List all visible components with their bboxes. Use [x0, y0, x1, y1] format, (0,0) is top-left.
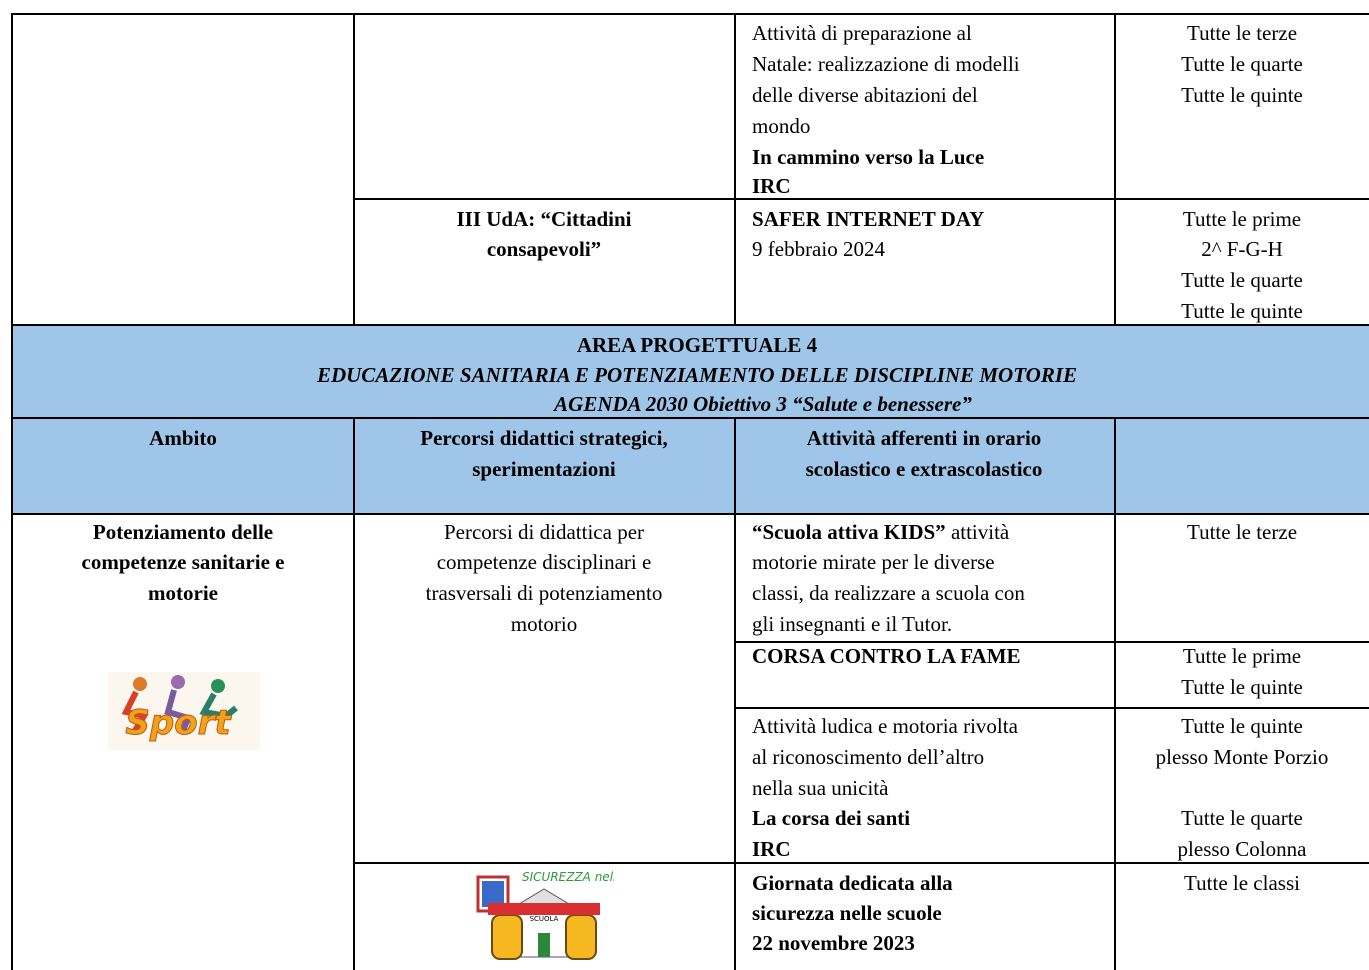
cell-text: 22 novembre 2023: [752, 931, 915, 955]
border: [12, 417, 1369, 419]
cell-text: Tutte le prime: [1182, 207, 1302, 231]
border: [1114, 417, 1116, 970]
border: [12, 513, 1369, 515]
border: [12, 324, 1369, 326]
area-goal: AGENDA 2030 Obiettivo 3 “Salute e beness…: [554, 392, 972, 416]
cell-text: motorio: [510, 612, 578, 636]
cell-text: “Scuola attiva KIDS”: [752, 520, 946, 544]
column-header: Attività afferenti in orario: [806, 426, 1042, 450]
cell-text: plesso Monte Porzio: [1155, 745, 1329, 769]
cell-text: competenze disciplinari e: [436, 550, 652, 574]
cell-text: Natale: realizzazione di modelli: [752, 52, 1020, 76]
cell-text: classi, da realizzare a scuola con: [752, 581, 1025, 605]
cell-text: mondo: [752, 114, 811, 138]
cell-text: La corsa dei santi: [752, 806, 911, 830]
cell-text: plesso Colonna: [1177, 837, 1307, 861]
cell-text: IRC: [752, 174, 791, 198]
border: [353, 417, 355, 970]
cell-text: gli insegnanti e il Tutor.: [752, 612, 953, 636]
border: [734, 13, 736, 325]
cell-text: IRC: [752, 837, 791, 861]
column-header: sperimentazioni: [472, 457, 616, 481]
cell-text: trasversali di potenziamento: [425, 581, 663, 605]
sport-logo: Sport: [108, 672, 260, 750]
cell-text: III UdA: “Cittadini: [456, 207, 632, 231]
cell-text: consapevoli”: [486, 237, 602, 261]
cell-text: Tutte le quinte: [1181, 299, 1303, 323]
cell-text: Percorsi di didattica per: [443, 520, 645, 544]
header-band: [12, 325, 1369, 514]
cell-text: Tutte le quarte: [1181, 52, 1303, 76]
cell-text: motorie: [148, 581, 218, 605]
cell-text: al riconoscimento dell’altro: [752, 745, 985, 769]
border: [12, 13, 1369, 15]
logo-text: Sport: [125, 703, 232, 743]
cell-text: In cammino verso la Luce: [752, 145, 985, 169]
cell-text: delle diverse abitazioni del: [752, 83, 978, 107]
area-title: AREA PROGETTUALE 4: [576, 333, 818, 357]
logo-text: SICUREZZA nella: [522, 870, 614, 884]
column-header: scolastico e extrascolastico: [805, 457, 1043, 481]
cell-text: Tutte le terze: [1186, 520, 1298, 544]
cell-text: 2^ F-G-H: [1201, 237, 1283, 261]
cell-text: Tutte le quarte: [1181, 806, 1303, 830]
cell-text: Tutte le prime: [1182, 644, 1302, 668]
cell-text: 9 febbraio 2024: [752, 237, 885, 261]
cell-text: “Scuola attiva KIDS” attività: [752, 520, 1009, 544]
cell-text: Tutte le quinte: [1181, 83, 1303, 107]
cell-text: Tutte le quinte: [1181, 675, 1303, 699]
cell-text: Attività di preparazione al: [752, 21, 972, 45]
border: [735, 707, 1369, 709]
border: [1114, 13, 1116, 325]
cell-text: nella sua unicità: [752, 776, 889, 800]
cell-text: motorie mirate per le diverse: [752, 550, 995, 574]
column-header: Percorsi didattici strategici,: [420, 426, 668, 450]
border: [354, 862, 1369, 864]
cell-text: Tutte le terze: [1186, 21, 1298, 45]
border: [735, 641, 1369, 643]
safety-logo: SICUREZZA nella SCUOLA: [476, 870, 614, 960]
border: [353, 13, 355, 325]
cell-text: Tutte le classi: [1184, 871, 1300, 895]
logo-text: SCUOLA: [530, 915, 559, 923]
cell-text: Giornata dedicata alla: [752, 871, 953, 895]
cell-text: Tutte le quarte: [1181, 268, 1303, 292]
column-header: Ambito: [149, 426, 217, 450]
border: [354, 198, 1369, 200]
border: [734, 417, 736, 970]
cell-text: Attività ludica e motoria rivolta: [752, 714, 1018, 738]
cell-text: competenze sanitarie e: [81, 550, 285, 574]
border: [11, 13, 13, 970]
cell-text: CORSA CONTRO LA FAME: [752, 644, 1021, 668]
area-subtitle: EDUCAZIONE SANITARIA E POTENZIAMENTO DEL…: [316, 363, 1078, 387]
cell-text: Potenziamento delle: [92, 520, 274, 544]
cell-text: attività: [945, 520, 1010, 544]
cell-text: Tutte le quinte: [1181, 714, 1303, 738]
cell-text: SAFER INTERNET DAY: [752, 207, 985, 231]
cell-text: sicurezza nelle scuole: [752, 901, 942, 925]
